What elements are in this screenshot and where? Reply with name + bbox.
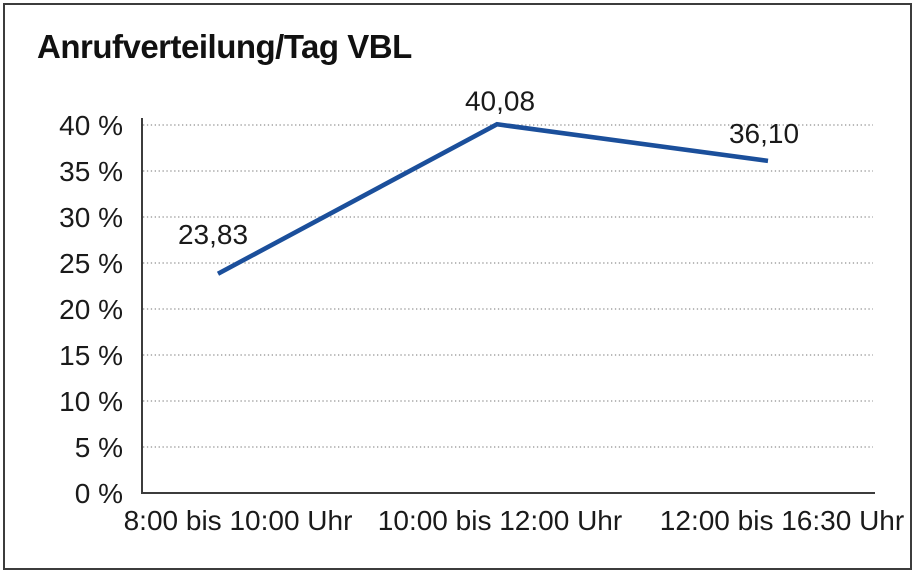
data-label: 36,10 <box>729 118 799 149</box>
chart-frame <box>3 3 912 570</box>
y-tick-label: 15 % <box>59 340 123 371</box>
y-tick-label: 0 % <box>75 478 123 509</box>
y-tick-label: 25 % <box>59 248 123 279</box>
y-tick-label: 35 % <box>59 156 123 187</box>
x-category-label: 8:00 bis 10:00 Uhr <box>124 505 353 536</box>
y-tick-label: 40 % <box>59 110 123 141</box>
x-category-label: 12:00 bis 16:30 Uhr <box>660 505 904 536</box>
chart-title: Anrufverteilung/Tag VBL <box>37 28 412 65</box>
x-category-label: 10:00 bis 12:00 Uhr <box>378 505 622 536</box>
y-tick-label: 20 % <box>59 294 123 325</box>
y-tick-label: 5 % <box>75 432 123 463</box>
series-line <box>216 121 769 276</box>
y-tick-label: 30 % <box>59 202 123 233</box>
y-tick-label: 10 % <box>59 386 123 417</box>
data-label: 40,08 <box>465 85 535 116</box>
data-label: 23,83 <box>178 219 248 250</box>
